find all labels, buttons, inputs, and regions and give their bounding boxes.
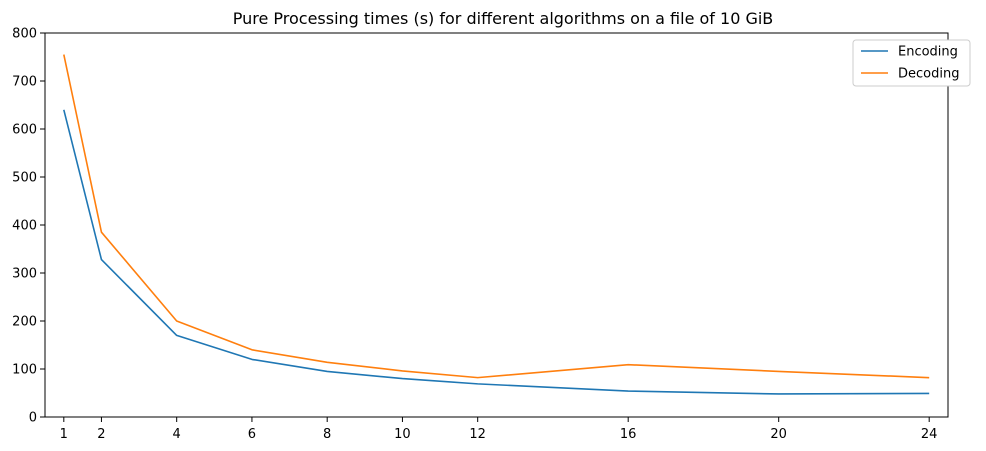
chart-title: Pure Processing times (s) for different … — [233, 9, 774, 28]
x-tick-label: 16 — [620, 427, 637, 442]
x-axis: 1 2 4 6 8 10 12 16 20 24 — [60, 417, 938, 442]
x-tick-label: 4 — [173, 427, 181, 442]
x-tick-label: 10 — [394, 427, 411, 442]
y-tick-label: 100 — [12, 363, 37, 378]
y-tick-label: 600 — [12, 123, 37, 138]
x-tick-label: 24 — [921, 427, 938, 442]
plot-area — [44, 32, 949, 418]
x-tick-label: 6 — [248, 427, 256, 442]
y-tick-label: 700 — [12, 75, 37, 90]
x-tick-label: 20 — [770, 427, 787, 442]
x-tick-label: 8 — [323, 427, 331, 442]
y-tick-label: 400 — [12, 219, 37, 234]
y-axis: 0 100 200 300 400 500 600 700 800 — [12, 27, 45, 426]
series-group — [63, 54, 930, 395]
y-tick-label: 200 — [12, 315, 37, 330]
legend-label-encoding: Encoding — [898, 45, 958, 60]
series-line-decoding — [63, 54, 930, 379]
series-line-encoding — [63, 109, 930, 395]
legend: Encoding Decoding — [852, 39, 971, 87]
y-tick-label: 0 — [29, 411, 37, 426]
y-tick-label: 300 — [12, 267, 37, 282]
x-tick-label: 1 — [60, 427, 68, 442]
x-tick-label: 12 — [469, 427, 486, 442]
y-tick-label: 800 — [12, 27, 37, 42]
legend-label-decoding: Decoding — [898, 67, 959, 82]
x-tick-label: 2 — [97, 427, 105, 442]
y-tick-label: 500 — [12, 171, 37, 186]
